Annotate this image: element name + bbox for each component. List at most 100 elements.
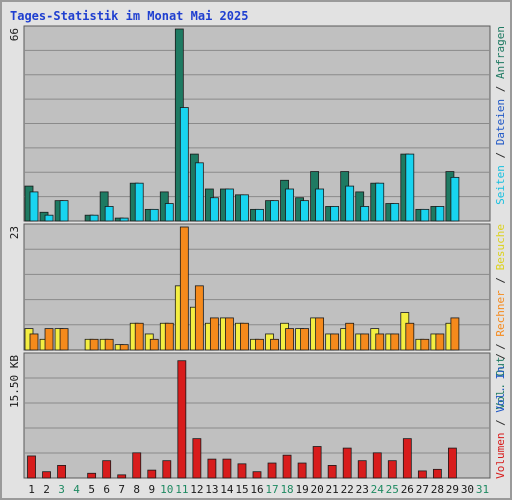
- bar-dateien-day-20: [315, 188, 325, 222]
- x-tick-label: 12: [190, 483, 203, 496]
- bar-volumen-day-3: [57, 465, 66, 479]
- x-tick-label: 11: [175, 483, 188, 496]
- bar-volumen-day-25: [387, 460, 397, 479]
- bar-volumen-day-6: [102, 460, 112, 479]
- x-tick-label: 15: [235, 483, 248, 496]
- x-tick-label: 8: [133, 483, 140, 496]
- bar-rechner-day-8: [134, 322, 144, 351]
- bar-rechner-day-6: [104, 338, 114, 351]
- legend-entry: Anfragen: [494, 26, 507, 79]
- bar-dateien-day-5: [89, 214, 99, 222]
- bar-dateien-day-28: [435, 206, 445, 222]
- bar-dateien-day-24: [375, 182, 385, 222]
- bar-rechner-day-14: [225, 317, 234, 351]
- x-tick-label: 5: [88, 483, 95, 496]
- x-tick-label: 14: [220, 483, 234, 496]
- x-tick-label: 7: [118, 483, 125, 496]
- bar-dateien-day-6: [104, 206, 114, 222]
- legend-entry: /: [494, 353, 507, 366]
- bar-rechner-day-26: [405, 322, 415, 351]
- panel-visits: 23 Vol. Out / Rechner / Besuche: [8, 223, 507, 409]
- bar-dateien-day-10: [164, 203, 174, 222]
- legend-entry: /: [494, 270, 507, 290]
- bar-volumen-day-7: [117, 474, 127, 479]
- bar-rechner-day-18: [285, 328, 294, 351]
- bar-rechner-day-5: [89, 338, 99, 351]
- x-tick-label: 24: [371, 483, 385, 496]
- x-tick-label: 19: [295, 483, 308, 496]
- panel-legend-hits: Seiten / Dateien / Anfragen: [494, 26, 507, 205]
- panel-volume: 15.50 KB Volumen / Vol. In /: [8, 352, 507, 479]
- bar-volumen-day-20: [312, 446, 322, 479]
- bar-volumen-day-24: [372, 452, 382, 479]
- bar-rechner-day-20: [315, 317, 325, 351]
- bar-volumen-day-29: [448, 447, 457, 479]
- chart-title: Tages-Statistik im Monat Mai 2025: [10, 9, 248, 23]
- legend-entry: Dateien: [494, 99, 507, 145]
- panel-max-label: 15.50 KB: [8, 355, 21, 408]
- bar-rechner-day-25: [390, 333, 400, 351]
- bar-rechner-day-10: [164, 322, 174, 351]
- x-tick-label: 25: [386, 483, 399, 496]
- plot-area-volume: [23, 352, 491, 479]
- x-tick-label: 22: [341, 483, 354, 496]
- x-tick-label: 10: [160, 483, 173, 496]
- bar-dateien-day-8: [134, 182, 144, 222]
- bar-dateien-day-29: [450, 176, 460, 222]
- bar-rechner-day-7: [119, 344, 129, 351]
- bar-dateien-day-1: [29, 191, 39, 222]
- bar-rechner-day-16: [255, 338, 264, 351]
- legend-entry: /: [494, 337, 507, 357]
- bar-dateien-day-13: [209, 197, 219, 222]
- panel-legend-volume: Volumen / Vol. In /: [494, 353, 507, 479]
- bar-rechner-day-12: [194, 285, 204, 351]
- panel-hits: 66 Seiten / Dateien / Anfragen: [8, 25, 507, 222]
- bar-volumen-day-14: [222, 458, 232, 479]
- bar-rechner-day-11: [179, 226, 189, 351]
- bar-rechner-day-27: [420, 338, 430, 351]
- bar-rechner-day-13: [209, 317, 219, 351]
- legend-entry: Vol. Out: [494, 356, 507, 409]
- legend-entry: Seiten: [494, 165, 507, 205]
- x-tick-label: 28: [431, 483, 444, 496]
- bar-rechner-day-3: [59, 328, 69, 351]
- bar-volumen-day-9: [147, 469, 157, 479]
- bar-rechner-day-2: [44, 328, 54, 351]
- x-tick-label: 4: [73, 483, 80, 496]
- bar-dateien-day-11: [179, 107, 189, 222]
- bar-dateien-day-23: [360, 206, 370, 222]
- bar-volumen-day-5: [87, 472, 97, 479]
- bar-dateien-day-22: [345, 185, 355, 222]
- bar-dateien-day-26: [405, 153, 415, 222]
- bar-rechner-day-23: [360, 333, 370, 351]
- legend-entry: /: [494, 79, 507, 99]
- legend-entry: /: [494, 145, 507, 165]
- plot-area-visits: [23, 223, 491, 351]
- x-tick-label: 26: [401, 483, 414, 496]
- x-tick-label: 9: [148, 483, 155, 496]
- x-tick-label: 2: [43, 483, 50, 496]
- bar-dateien-day-3: [59, 200, 69, 222]
- x-tick-label: 6: [103, 483, 110, 496]
- bar-volumen-day-18: [282, 454, 292, 479]
- bar-dateien-day-7: [119, 217, 129, 222]
- x-tick-label: 3: [58, 483, 65, 496]
- bar-volumen-day-17: [267, 462, 277, 479]
- bar-rechner-day-29: [450, 317, 460, 351]
- bar-volumen-day-12: [192, 438, 202, 479]
- bar-dateien-day-12: [194, 162, 204, 222]
- bar-dateien-day-27: [420, 208, 430, 222]
- bar-dateien-day-9: [149, 208, 159, 222]
- legend-entry: /: [494, 413, 507, 433]
- panel-max-label: 66: [8, 28, 21, 41]
- x-tick-label: 27: [416, 483, 429, 496]
- bar-volumen-day-19: [297, 462, 307, 479]
- x-tick-label: 31: [476, 483, 489, 496]
- bar-volumen-day-11: [177, 360, 187, 479]
- x-tick-label: 21: [326, 483, 339, 496]
- bar-volumen-day-26: [402, 438, 412, 479]
- bar-volumen-day-22: [342, 447, 352, 479]
- panel-legend-visits: Vol. Out / Rechner / Besuche: [494, 224, 507, 409]
- x-tick-label: 20: [311, 483, 324, 496]
- bar-dateien-day-16: [255, 208, 264, 222]
